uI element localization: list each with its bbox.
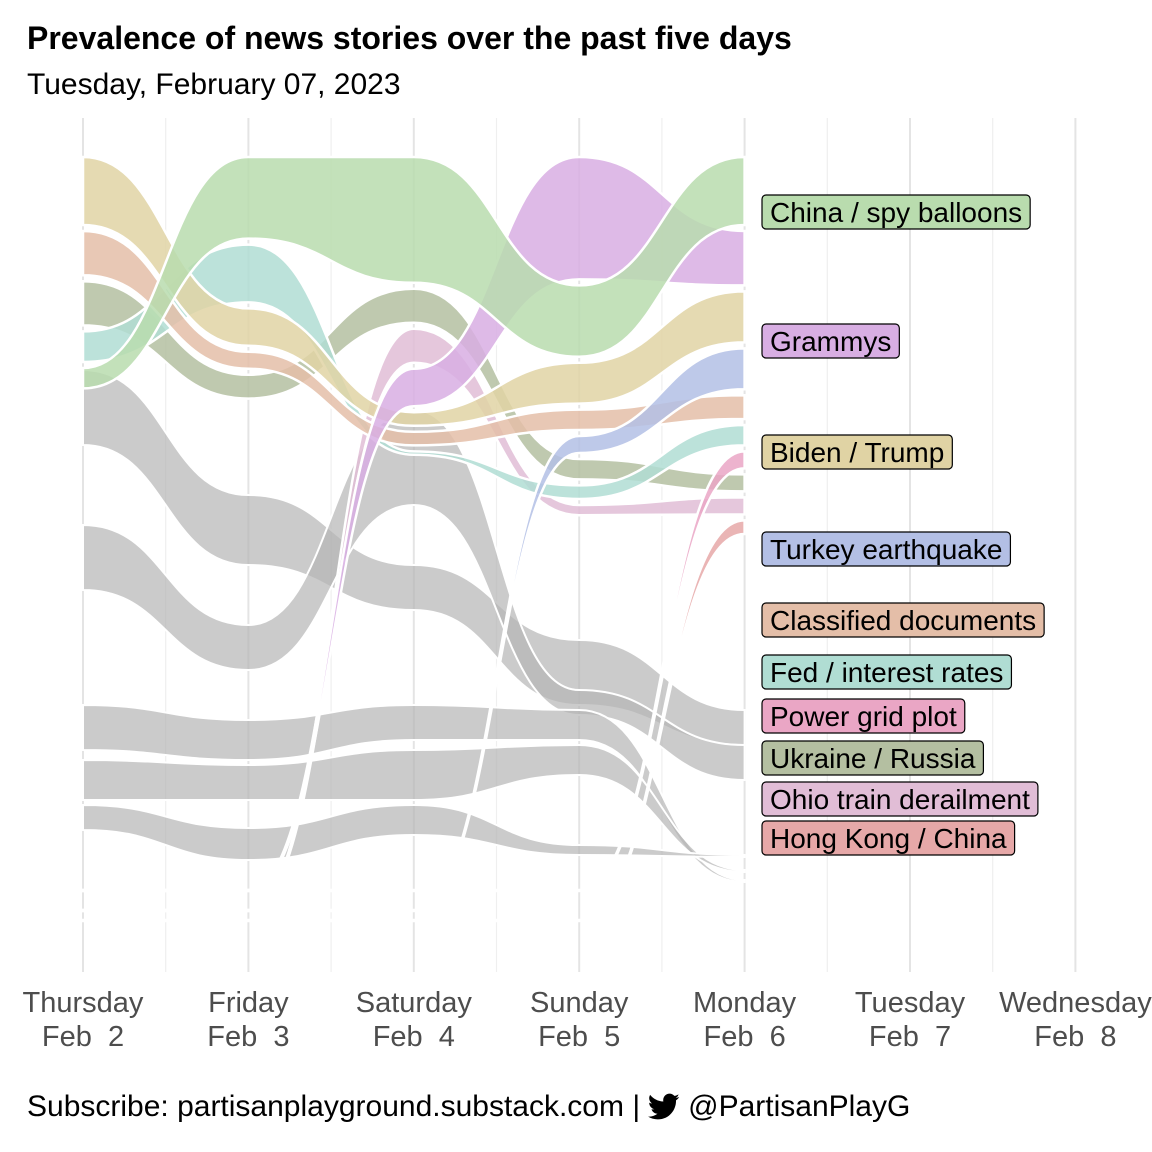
x-tick-day: Sunday <box>530 987 629 1019</box>
story-labels: China / spy balloons Grammys Biden / Trump… <box>761 194 1045 856</box>
story-label: Turkey earthquake <box>761 531 1012 567</box>
x-tick-date: Feb 2 <box>42 1021 124 1053</box>
story-label-text: Biden / Trump <box>770 437 944 468</box>
x-tick-day: Tuesday <box>855 987 966 1019</box>
x-tick-date: Feb 6 <box>703 1021 785 1053</box>
story-label: Ukraine / Russia <box>761 740 985 776</box>
story-label-box <box>761 602 1045 638</box>
story-label-box <box>761 434 953 470</box>
story-bands <box>81 155 746 923</box>
story-label-text: Fed / interest rates <box>770 657 1003 688</box>
story-band <box>81 519 746 923</box>
story-label: Ohio train derailment <box>761 781 1039 817</box>
story-label-box <box>761 654 1013 690</box>
story-band <box>81 155 746 390</box>
x-tick-date: Feb 7 <box>869 1021 951 1053</box>
story-label: Biden / Trump <box>761 434 953 470</box>
story-band-unlabeled <box>82 368 746 747</box>
subscribe-text: Subscribe: partisanplayground.substack.c… <box>27 1090 641 1123</box>
x-tick-date: Feb 5 <box>538 1021 620 1053</box>
x-tick-day: Monday <box>693 987 797 1019</box>
story-label-text: Ohio train derailment <box>770 784 1030 815</box>
x-tick-date: Feb 8 <box>1034 1021 1116 1053</box>
story-label-box <box>761 323 900 359</box>
twitter-bird-icon <box>648 1093 680 1120</box>
x-tick-day: Wednesday <box>999 987 1152 1019</box>
chart-title: Prevalence of news stories over the past… <box>27 20 792 56</box>
story-label-text: Hong Kong / China <box>770 823 1007 854</box>
story-band-unlabeled <box>82 803 746 862</box>
story-label-text: Ukraine / Russia <box>770 743 976 774</box>
story-label-text: Classified documents <box>770 605 1036 636</box>
story-label-box <box>761 531 1012 567</box>
twitter-handle: @PartisanPlayG <box>688 1090 911 1123</box>
story-label: Power grid plot <box>761 698 966 734</box>
story-label-text: Grammys <box>770 326 891 357</box>
story-label: Classified documents <box>761 602 1045 638</box>
story-label-box <box>761 698 966 734</box>
story-band <box>81 229 746 447</box>
footer: Subscribe: partisanplayground.substack.c… <box>27 1090 910 1124</box>
story-label-text: Turkey earthquake <box>770 534 1002 565</box>
x-tick-date: Feb 4 <box>373 1021 455 1053</box>
x-tick-day: Friday <box>208 987 289 1019</box>
story-label-text: China / spy balloons <box>770 197 1022 228</box>
story-band <box>81 450 746 893</box>
story-label-box <box>761 781 1039 817</box>
x-tick-day: Saturday <box>356 987 473 1019</box>
story-label: China / spy balloons <box>761 194 1031 230</box>
story-label: Fed / interest rates <box>761 654 1013 690</box>
chart-subtitle: Tuesday, February 07, 2023 <box>27 68 401 101</box>
x-tick-day: Thursday <box>23 987 144 1019</box>
x-tick-date: Feb 3 <box>207 1021 289 1053</box>
sankey-chart: China / spy balloons Grammys Biden / Trump… <box>23 118 1152 1053</box>
story-band <box>81 347 746 913</box>
story-label-box <box>761 194 1031 230</box>
story-label: Hong Kong / China <box>761 820 1016 856</box>
story-label-box <box>761 820 1016 856</box>
story-label-text: Power grid plot <box>770 701 957 732</box>
story-label-box <box>761 740 985 776</box>
story-label: Grammys <box>761 323 900 359</box>
story-band-unlabeled <box>82 408 746 782</box>
story-band-unlabeled <box>82 743 746 874</box>
story-band <box>81 155 746 428</box>
